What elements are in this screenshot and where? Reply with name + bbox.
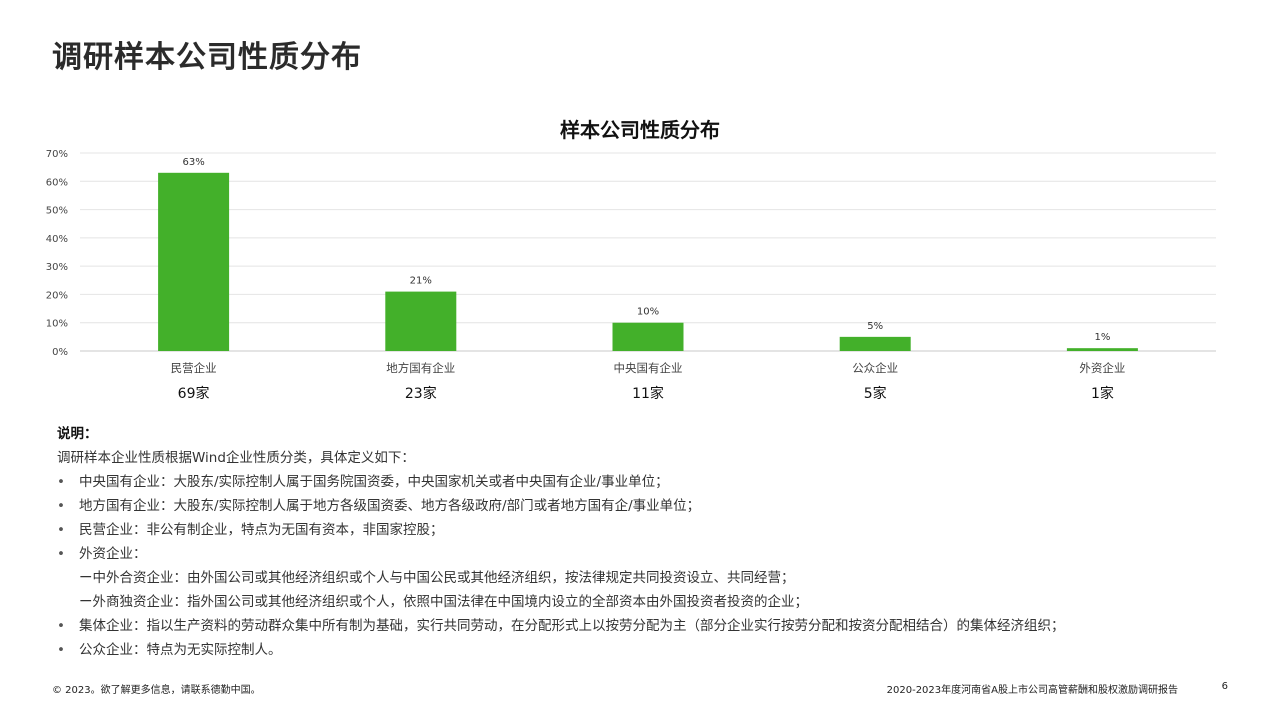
notes-item-central-soe: • 中央国有企业：大股东/实际控制人属于国务院国资委，中央国家机关或者中央国有企业… xyxy=(57,470,1237,494)
y-tick-label: 60% xyxy=(46,177,68,188)
y-tick-label: 70% xyxy=(46,149,68,160)
category-label: 外资企业 xyxy=(1079,361,1125,375)
notes-item-text: 民营企业：非公有制企业，特点为无国有资本，非国家控股； xyxy=(79,522,444,538)
bar-chart: 0% 10% 20% 30% 40% 50% 60% 70% 63% 民营企业 69家 21% 地方国有… xyxy=(46,149,1216,402)
notes-intro: 调研样本企业性质根据Wind企业性质分类，具体定义如下： xyxy=(57,450,415,466)
notes-item-foreign: • 外资企业： xyxy=(57,542,1237,566)
bullet-icon: • xyxy=(57,522,65,538)
bullet-icon: • xyxy=(57,642,65,658)
notes-item-collective: • 集体企业：指以生产资料的劳动群众集中所有制为基础，实行共同劳动，在分配形式上以… xyxy=(57,614,1237,638)
notes-item-private: • 民营企业：非公有制企业，特点为无国有资本，非国家控股； xyxy=(57,518,1237,542)
category-label: 民营企业 xyxy=(171,361,217,375)
data-label: 21% xyxy=(410,276,432,287)
data-label: 10% xyxy=(637,307,659,318)
bar xyxy=(612,322,684,351)
y-tick-label: 0% xyxy=(52,347,68,358)
y-tick-label: 50% xyxy=(46,206,68,217)
page-title: 调研样本公司性质分布 xyxy=(52,40,362,75)
notes-subitem-wholly-foreign: ー外商独资企业：指外国公司或其他经济组织或个人，依照中国法律在中国境内设立的全部… xyxy=(57,590,1237,614)
notes-subitem-text: ー中外合资企业：由外国公司或其他经济组织或个人与中国公民或其他经济组织，按法律规… xyxy=(79,570,795,586)
notes-heading: 说明： xyxy=(57,426,98,442)
bar xyxy=(158,172,230,351)
bullet-icon: • xyxy=(57,498,65,514)
count-label: 11家 xyxy=(632,385,664,402)
bullet-icon: • xyxy=(57,474,65,490)
chart-title: 样本公司性质分布 xyxy=(560,118,720,142)
count-label: 23家 xyxy=(405,385,437,402)
bar xyxy=(385,291,457,351)
notes-section: 说明： 调研样本企业性质根据Wind企业性质分类，具体定义如下： • 中央国有企业… xyxy=(57,422,1237,662)
notes-subitem-joint-venture: ー中外合资企业：由外国公司或其他经济组织或个人与中国公民或其他经济组织，按法律规… xyxy=(57,566,1237,590)
count-label: 69家 xyxy=(178,385,210,402)
data-label: 5% xyxy=(867,321,883,332)
data-label: 63% xyxy=(182,157,204,168)
y-tick-label: 30% xyxy=(46,262,68,273)
notes-item-text: 外资企业： xyxy=(79,546,147,562)
notes-item-text: 集体企业：指以生产资料的劳动群众集中所有制为基础，实行共同劳动，在分配形式上以按… xyxy=(79,618,1065,634)
notes-item-text: 公众企业：特点为无实际控制人。 xyxy=(79,642,282,658)
footer-report-title: 2020-2023年度河南省A股上市公司高管薪酬和股权激励调研报告 xyxy=(886,685,1178,696)
bullet-icon: • xyxy=(57,546,65,562)
bar xyxy=(1066,348,1138,351)
count-label: 1家 xyxy=(1091,385,1114,402)
footer-copyright: © 2023。欲了解更多信息，请联系德勤中国。 xyxy=(52,685,261,696)
notes-subitem-text: ー外商独资企业：指外国公司或其他经济组织或个人，依照中国法律在中国境内设立的全部… xyxy=(79,594,808,610)
page-number: 6 xyxy=(1221,681,1228,692)
category-label: 公众企业 xyxy=(852,361,898,375)
notes-list: • 中央国有企业：大股东/实际控制人属于国务院国资委，中央国家机关或者中央国有企业… xyxy=(57,470,1237,662)
data-label: 1% xyxy=(1094,332,1110,343)
category-label: 中央国有企业 xyxy=(614,361,683,375)
notes-item-text: 中央国有企业：大股东/实际控制人属于国务院国资委，中央国家机关或者中央国有企业/… xyxy=(79,474,669,490)
category-label: 地方国有企业 xyxy=(386,361,455,375)
y-tick-label: 20% xyxy=(46,290,68,301)
y-tick-label: 10% xyxy=(46,319,68,330)
notes-item-text: 地方国有企业：大股东/实际控制人属于地方各级国资委、地方各级政府/部门或者地方国… xyxy=(79,498,701,514)
count-label: 5家 xyxy=(864,385,887,402)
y-tick-label: 40% xyxy=(46,234,68,245)
notes-item-local-soe: • 地方国有企业：大股东/实际控制人属于地方各级国资委、地方各级政府/部门或者地方… xyxy=(57,494,1237,518)
bar xyxy=(839,336,911,351)
notes-item-public: • 公众企业：特点为无实际控制人。 xyxy=(57,638,1237,662)
bullet-icon: • xyxy=(57,618,65,634)
